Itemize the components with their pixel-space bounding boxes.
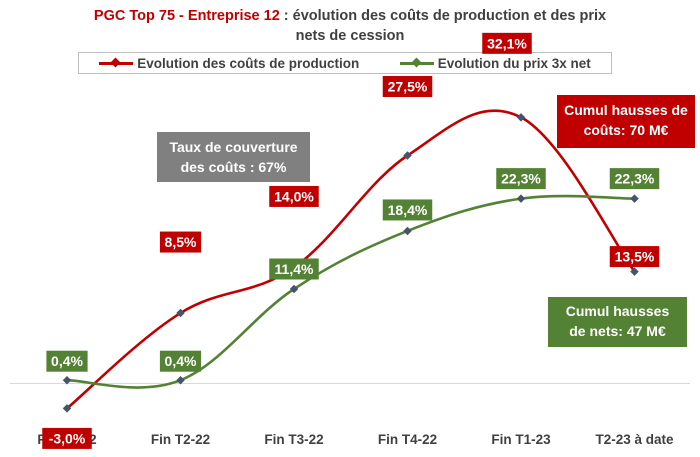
data-label-box	[609, 246, 660, 268]
callout-cumul-nets-line1: Cumul hausses	[565, 303, 670, 319]
chart-title-line-2: nets de cession	[295, 28, 405, 44]
x-tick-label: Fin T1-23	[491, 432, 551, 447]
data-label: 11,4%	[275, 261, 314, 277]
data-label: 18,4%	[388, 202, 428, 218]
data-label-box	[42, 427, 92, 449]
data-point-marker	[403, 226, 412, 236]
series-line-0	[66, 109, 636, 410]
chart-title-rest: : évolution des coûts de production et d…	[279, 8, 607, 24]
data-point-marker	[289, 284, 299, 294]
data-point-marker	[62, 404, 72, 413]
data-point-marker	[62, 375, 72, 385]
data-label: 22,3%	[615, 171, 655, 187]
data-label: 0,4%	[165, 353, 197, 369]
data-label-box	[159, 231, 202, 253]
series-line-1	[66, 194, 635, 389]
legend-swatch-couts	[99, 57, 134, 68]
data-label: 0,4%	[51, 353, 83, 369]
chart-title-prefix: PGC Top 75 - Entreprise 12	[93, 8, 280, 24]
data-label-box	[496, 168, 546, 190]
callout-taux-line2: des coûts : 67%	[180, 159, 287, 175]
data-label: 27,5%	[388, 78, 428, 94]
data-label-box	[159, 350, 202, 372]
data-label-box	[382, 199, 433, 221]
legend-swatch-prix	[399, 57, 434, 68]
data-point-marker	[630, 267, 639, 276]
callout-cumul-nets: Cumul hausses de nets: 47 M€	[548, 297, 687, 347]
data-label-box	[609, 168, 660, 190]
legend-item-couts: Evolution des coûts de production	[99, 56, 359, 71]
data-label-box	[382, 75, 433, 97]
data-point-marker	[403, 151, 412, 160]
callout-cumul-couts-line1: Cumul hausses de	[564, 102, 688, 118]
x-tick-label: Fin T4-22	[378, 432, 437, 447]
chart-legend: Evolution des coûts de production Evolut…	[78, 52, 612, 74]
x-tick-label: Fin T3-22	[264, 432, 323, 447]
callout-cumul-couts-line2: coûts: 70 M€	[583, 122, 669, 138]
data-label-box	[269, 258, 319, 280]
data-label: 22,3%	[501, 171, 541, 187]
x-tick-label: T2-23 à date	[595, 432, 674, 447]
data-point-marker	[516, 194, 526, 203]
legend-label-couts: Evolution des coûts de production	[137, 55, 360, 71]
callout-taux-line1: Taux de couverture	[169, 139, 298, 155]
data-label: 14,0%	[274, 188, 314, 204]
data-point-marker	[630, 194, 639, 203]
legend-label-prix: Evolution du prix 3x net	[437, 55, 591, 71]
data-label-box	[46, 350, 88, 372]
data-label: 32,1%	[487, 35, 527, 51]
callout-taux-couverture: Taux de couverture des coûts : 67%	[157, 132, 310, 182]
callout-cumul-nets-line2: de nets: 47 M€	[569, 323, 666, 339]
data-label: 13,5%	[615, 249, 655, 265]
data-point-marker	[176, 375, 185, 385]
data-label-box	[482, 32, 532, 54]
data-label: 8,5%	[165, 234, 197, 250]
data-label-box	[269, 185, 319, 207]
callout-cumul-couts: Cumul hausses de coûts: 70 M€	[557, 95, 695, 148]
chart-title-line-1: PGC Top 75 - Entreprise 12 : évolution d…	[0, 8, 700, 24]
legend-item-prix: Evolution du prix 3x net	[399, 55, 591, 71]
data-label: -3,0%	[49, 430, 86, 446]
x-tick-label: Fin T2-22	[151, 432, 210, 447]
data-point-marker	[176, 308, 185, 318]
